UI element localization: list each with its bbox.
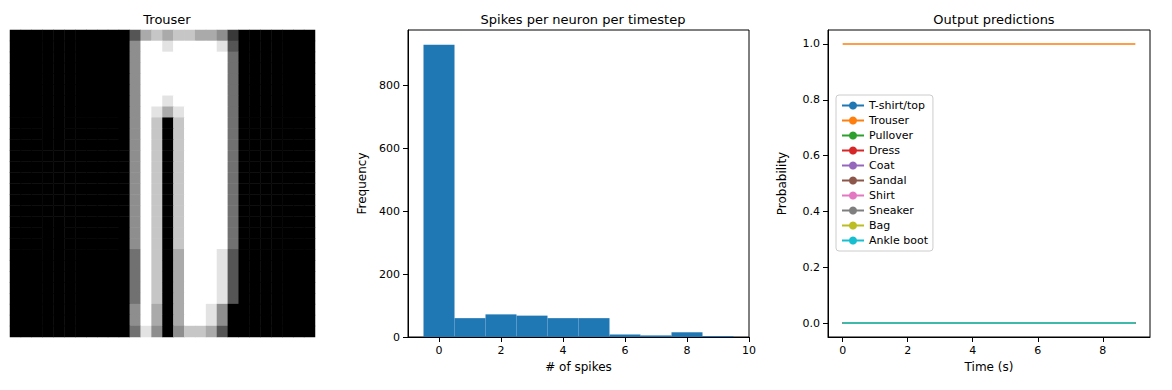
svg-text:0: 0 <box>393 331 400 344</box>
svg-text:Sandal: Sandal <box>869 174 906 187</box>
svg-text:2: 2 <box>498 344 505 357</box>
svg-text:4: 4 <box>560 344 567 357</box>
svg-text:4: 4 <box>969 344 976 357</box>
svg-text:8: 8 <box>684 344 691 357</box>
svg-text:6: 6 <box>1034 344 1041 357</box>
svg-text:0.2: 0.2 <box>803 261 821 274</box>
svg-text:0.4: 0.4 <box>803 205 821 218</box>
svg-text:Output predictions: Output predictions <box>933 12 1055 27</box>
svg-text:T-shirt/top: T-shirt/top <box>868 99 925 112</box>
svg-text:200: 200 <box>379 268 400 281</box>
svg-text:1.0: 1.0 <box>803 37 821 50</box>
svg-text:400: 400 <box>379 205 400 218</box>
svg-text:Spikes per neuron per timestep: Spikes per neuron per timestep <box>481 12 686 27</box>
svg-text:0.6: 0.6 <box>803 149 821 162</box>
svg-text:8: 8 <box>1099 344 1106 357</box>
svg-text:Pullover: Pullover <box>869 129 914 142</box>
svg-text:600: 600 <box>379 142 400 155</box>
svg-text:800: 800 <box>379 79 400 92</box>
svg-text:# of spikes: # of spikes <box>545 360 612 374</box>
svg-text:Probability: Probability <box>775 152 789 215</box>
svg-text:Shirt: Shirt <box>869 189 896 202</box>
svg-text:Ankle boot: Ankle boot <box>869 234 929 247</box>
svg-text:Bag: Bag <box>869 219 890 232</box>
svg-text:10: 10 <box>742 344 756 357</box>
svg-text:0.8: 0.8 <box>803 93 821 106</box>
svg-text:2: 2 <box>904 344 911 357</box>
svg-text:Trouser: Trouser <box>868 114 910 127</box>
svg-text:Dress: Dress <box>869 144 900 157</box>
svg-text:Frequency: Frequency <box>355 153 369 215</box>
svg-text:Coat: Coat <box>869 159 895 172</box>
svg-text:Trouser: Trouser <box>142 12 191 27</box>
svg-text:Time (s): Time (s) <box>964 360 1014 374</box>
svg-text:Sneaker: Sneaker <box>869 204 914 217</box>
svg-text:0: 0 <box>436 344 443 357</box>
svg-text:0: 0 <box>839 344 846 357</box>
svg-text:6: 6 <box>622 344 629 357</box>
svg-text:0.0: 0.0 <box>803 317 821 330</box>
